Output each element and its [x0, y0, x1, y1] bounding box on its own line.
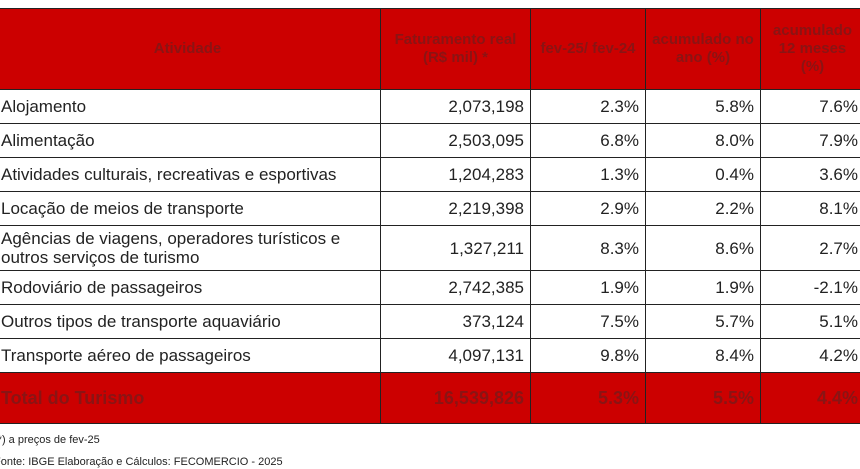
cell-revenue: 1,204,283	[380, 157, 531, 192]
header-acumulado-ano: acumulado no ano (%)	[645, 8, 761, 90]
table-row: Locação de meios de transporte 2,219,398 2…	[0, 191, 860, 226]
cell-twelve-month: 7.9%	[760, 123, 860, 158]
cell-ytd: 1.9%	[645, 270, 761, 305]
total-revenue: 16,539,826	[380, 372, 531, 424]
cell-activity: Agências de viagens, operadores turístic…	[0, 225, 381, 271]
total-ytd: 5.5%	[645, 372, 761, 424]
cell-twelve-month: 4.2%	[760, 338, 860, 373]
table-row: Agências de viagens, operadores turístic…	[0, 225, 860, 271]
total-row: Total do Turismo 16,539,826 5.3% 5.5% 4.4%	[0, 372, 860, 424]
cell-month-change: 7.5%	[530, 304, 646, 339]
cell-activity: Rodoviário de passageiros	[0, 270, 381, 305]
cell-month-change: 8.3%	[530, 225, 646, 271]
cell-activity: Atividades culturais, recreativas e espo…	[0, 157, 381, 192]
cell-twelve-month: 3.6%	[760, 157, 860, 192]
footnote-source: Fonte: IBGE Elaboração e Cálculos: FECOM…	[0, 456, 283, 468]
total-twelve-month: 4.4%	[760, 372, 860, 424]
cell-month-change: 9.8%	[530, 338, 646, 373]
footnote-prices: (*) a preços de fev-25	[0, 434, 100, 446]
header-atividade: Atividade	[0, 8, 381, 90]
cell-ytd: 0.4%	[645, 157, 761, 192]
cell-activity: Alojamento	[0, 89, 381, 124]
table-row: Atividades culturais, recreativas e espo…	[0, 157, 860, 192]
table-row: Alimentação 2,503,095 6.8% 8.0% 7.9%	[0, 123, 860, 158]
cell-twelve-month: -2.1%	[760, 270, 860, 305]
cell-month-change: 2.9%	[530, 191, 646, 226]
cell-revenue: 373,124	[380, 304, 531, 339]
cell-revenue: 2,503,095	[380, 123, 531, 158]
cell-revenue: 2,219,398	[380, 191, 531, 226]
cell-activity: Alimentação	[0, 123, 381, 158]
cell-twelve-month: 5.1%	[760, 304, 860, 339]
total-activity: Total do Turismo	[0, 372, 381, 424]
table-row: Transporte aéreo de passageiros 4,097,131…	[0, 338, 860, 373]
cell-month-change: 1.3%	[530, 157, 646, 192]
total-month-change: 5.3%	[530, 372, 646, 424]
cell-ytd: 8.4%	[645, 338, 761, 373]
cell-ytd: 8.0%	[645, 123, 761, 158]
cell-revenue: 2,742,385	[380, 270, 531, 305]
cell-activity: Transporte aéreo de passageiros	[0, 338, 381, 373]
cell-twelve-month: 8.1%	[760, 191, 860, 226]
header-mensal: fev-25/ fev-24	[530, 8, 646, 90]
table-row: Alojamento 2,073,198 2.3% 5.8% 7.6%	[0, 89, 860, 124]
tourism-revenue-table: Atividade Faturamento real (R$ mil) * fe…	[0, 8, 860, 424]
cell-revenue: 4,097,131	[380, 338, 531, 373]
cell-month-change: 2.3%	[530, 89, 646, 124]
cell-twelve-month: 7.6%	[760, 89, 860, 124]
cell-ytd: 8.6%	[645, 225, 761, 271]
cell-month-change: 6.8%	[530, 123, 646, 158]
cell-activity: Locação de meios de transporte	[0, 191, 381, 226]
table-row: Outros tipos de transporte aquaviário 373…	[0, 304, 860, 339]
cell-twelve-month: 2.7%	[760, 225, 860, 271]
cell-ytd: 5.8%	[645, 89, 761, 124]
header-row: Atividade Faturamento real (R$ mil) * fe…	[0, 8, 860, 90]
header-faturamento: Faturamento real (R$ mil) *	[380, 8, 531, 90]
header-acumulado-12m: acumulado 12 meses (%)	[760, 8, 860, 90]
cell-revenue: 2,073,198	[380, 89, 531, 124]
cell-ytd: 5.7%	[645, 304, 761, 339]
cell-activity: Outros tipos de transporte aquaviário	[0, 304, 381, 339]
table-row: Rodoviário de passageiros 2,742,385 1.9% 1.…	[0, 270, 860, 305]
cell-ytd: 2.2%	[645, 191, 761, 226]
cell-month-change: 1.9%	[530, 270, 646, 305]
cell-revenue: 1,327,211	[380, 225, 531, 271]
